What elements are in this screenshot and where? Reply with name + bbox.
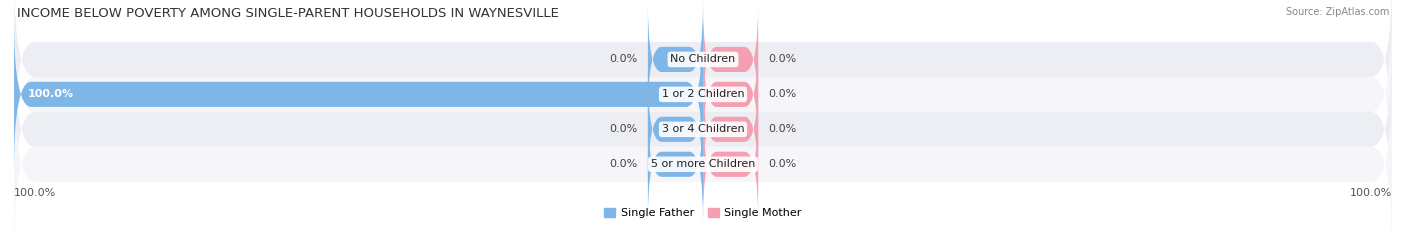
FancyBboxPatch shape — [14, 20, 703, 169]
Text: 5 or more Children: 5 or more Children — [651, 159, 755, 169]
FancyBboxPatch shape — [14, 42, 1392, 217]
Text: 0.0%: 0.0% — [609, 124, 637, 134]
Text: No Children: No Children — [671, 55, 735, 64]
Text: 1 or 2 Children: 1 or 2 Children — [662, 89, 744, 99]
Text: 0.0%: 0.0% — [769, 55, 797, 64]
FancyBboxPatch shape — [648, 2, 703, 117]
FancyBboxPatch shape — [14, 0, 1392, 147]
Text: 100.0%: 100.0% — [14, 188, 56, 198]
Text: 0.0%: 0.0% — [609, 159, 637, 169]
Text: 0.0%: 0.0% — [769, 89, 797, 99]
FancyBboxPatch shape — [703, 107, 758, 222]
FancyBboxPatch shape — [14, 77, 1392, 233]
Text: 100.0%: 100.0% — [28, 89, 75, 99]
FancyBboxPatch shape — [648, 72, 703, 187]
Text: 0.0%: 0.0% — [609, 55, 637, 64]
Text: 0.0%: 0.0% — [769, 124, 797, 134]
Text: 0.0%: 0.0% — [769, 159, 797, 169]
Text: Source: ZipAtlas.com: Source: ZipAtlas.com — [1285, 7, 1389, 17]
FancyBboxPatch shape — [14, 7, 1392, 182]
Text: INCOME BELOW POVERTY AMONG SINGLE-PARENT HOUSEHOLDS IN WAYNESVILLE: INCOME BELOW POVERTY AMONG SINGLE-PARENT… — [17, 7, 558, 20]
FancyBboxPatch shape — [703, 72, 758, 187]
FancyBboxPatch shape — [703, 2, 758, 117]
FancyBboxPatch shape — [648, 107, 703, 222]
Legend: Single Father, Single Mother: Single Father, Single Mother — [605, 208, 801, 218]
Text: 100.0%: 100.0% — [1350, 188, 1392, 198]
Text: 3 or 4 Children: 3 or 4 Children — [662, 124, 744, 134]
FancyBboxPatch shape — [703, 37, 758, 152]
